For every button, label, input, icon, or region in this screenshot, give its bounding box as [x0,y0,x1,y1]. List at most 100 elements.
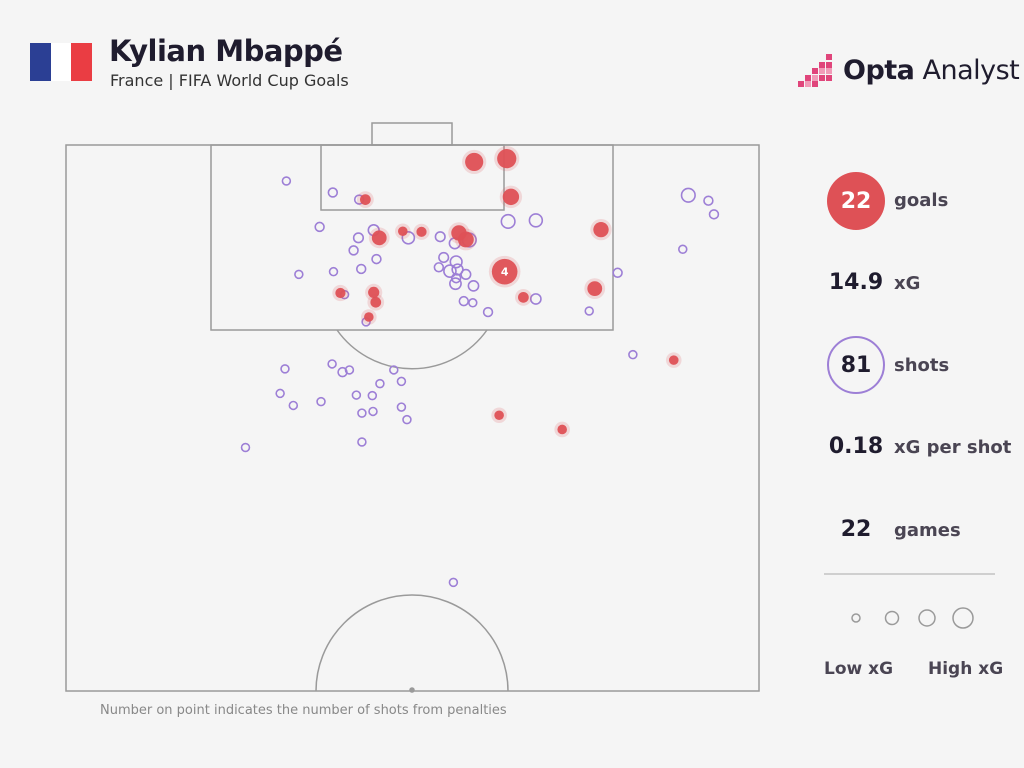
shot-point [327,187,339,198]
shot-point [628,349,638,360]
goals-label: goals [894,190,949,211]
goal-point-dot [368,286,380,299]
shot-point [449,255,463,269]
shot-point [612,267,623,278]
shot-point [355,263,367,275]
penalty-arc [336,329,488,370]
shot-point [529,293,542,305]
shot-point [328,266,339,277]
goal-point [413,223,430,240]
shot-point [449,277,462,291]
shot-point [368,406,378,417]
goal-point [365,283,383,302]
pitch-outline [65,144,760,692]
footnote: Number on point indicates the number of … [100,703,507,718]
pitch-lines [65,122,760,693]
shot-point [371,253,382,265]
shot-point [680,187,696,203]
logo-brand: Opta [843,54,915,86]
shot-point [240,442,251,453]
opta-logo-icon [798,54,832,87]
legend-circle-m [918,609,936,627]
goal-point [448,222,470,244]
goal-point [665,352,682,368]
shot-point [433,262,445,273]
xg-label: xG [894,273,921,294]
shot-point [703,195,714,206]
goal-point-dot [451,225,467,241]
shot-point [294,269,304,280]
shot-point [327,359,337,369]
games-value: 22 [840,517,872,542]
goal-point-dot [371,230,387,246]
shot-point [708,209,720,220]
logo-text: Opta Analyst [843,54,1020,86]
shot-point [280,364,290,374]
shot-point [482,306,494,318]
shot-point [584,306,594,316]
shot-point [337,366,348,378]
flag-stripe-blue [30,43,51,81]
goal-point-dot [593,221,609,238]
shot-point [281,176,292,186]
goal-point: 4 [488,255,521,288]
legend-low-xg: Low xG [824,659,894,679]
goal-point [515,288,532,306]
goal-point [590,218,612,241]
logo-product: Analyst [922,54,1020,86]
shot-point [443,264,457,278]
goal-point [332,284,349,302]
goal-point-dot [370,296,382,308]
shot-point [351,390,362,400]
shot-point [367,390,378,401]
shot-point [348,245,359,256]
shot-point [434,231,446,243]
shot-point [316,396,326,407]
shot-point [396,402,407,412]
shot-point [344,365,355,375]
page-subtitle: France | FIFA World Cup Goals [110,71,349,90]
shot-point [450,272,462,284]
xg-size-legend [851,607,974,629]
goal-point-dot [518,291,529,303]
shot-point [438,251,450,264]
goal-point [462,149,487,175]
goal-point [499,185,523,209]
shot-point [396,376,407,387]
xg-per-shot-label: xG per shot [894,437,1012,458]
shot-point [451,263,464,276]
goals-badge: 22 [827,172,885,230]
shot-point [352,232,365,244]
goal-point [367,293,385,311]
goal-point-dot [360,194,371,205]
flag-stripe-white [50,43,72,81]
goal-point-dot [364,312,374,322]
xg-value: 14.9 [828,270,884,295]
center-circle-half [315,594,509,692]
page-title: Kylian Mbappé [109,34,343,68]
shots-label: shots [894,355,950,376]
shot-point [458,295,470,307]
shot-point [468,298,478,308]
center-spot [409,687,415,693]
shot-point [314,221,325,233]
france-flag [30,43,93,81]
goal-point-dot [587,281,603,296]
shot-point [448,577,459,588]
shot-point [402,414,412,425]
stats-divider [824,573,995,575]
shot-point [467,279,480,292]
shot-point [528,213,544,228]
flag-stripe-red [71,43,93,81]
goal-point [357,191,374,208]
goal-point [395,223,411,240]
legend-high-xg: High xG [928,659,1004,679]
shot-point [500,213,516,230]
shot-point [275,388,285,399]
goal-point [494,146,520,172]
shot-point [678,244,688,255]
goal-point [368,227,390,249]
goal-point [361,309,377,325]
games-label: games [894,520,961,541]
